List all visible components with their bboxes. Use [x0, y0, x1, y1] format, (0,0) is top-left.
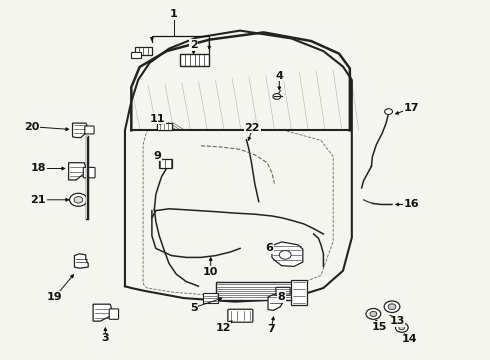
- FancyBboxPatch shape: [276, 287, 290, 295]
- Text: 12: 12: [215, 323, 231, 333]
- FancyBboxPatch shape: [159, 159, 172, 168]
- Circle shape: [385, 109, 392, 114]
- Polygon shape: [74, 254, 88, 268]
- Circle shape: [279, 251, 291, 259]
- Polygon shape: [272, 242, 303, 266]
- FancyBboxPatch shape: [228, 309, 253, 322]
- FancyBboxPatch shape: [216, 282, 292, 300]
- Text: 14: 14: [401, 334, 417, 344]
- FancyBboxPatch shape: [180, 54, 209, 66]
- Circle shape: [395, 323, 408, 332]
- Circle shape: [70, 193, 87, 206]
- Text: 9: 9: [154, 150, 162, 161]
- FancyBboxPatch shape: [203, 293, 218, 303]
- Text: 16: 16: [404, 199, 419, 210]
- Circle shape: [388, 304, 396, 310]
- Polygon shape: [73, 123, 88, 138]
- Text: 2: 2: [190, 40, 197, 50]
- Text: 19: 19: [47, 292, 63, 302]
- Text: 17: 17: [404, 103, 419, 113]
- Circle shape: [273, 94, 281, 99]
- FancyBboxPatch shape: [85, 126, 94, 134]
- Circle shape: [370, 311, 377, 316]
- Text: 4: 4: [275, 71, 283, 81]
- Polygon shape: [268, 294, 283, 310]
- Text: 20: 20: [24, 122, 40, 132]
- Text: 21: 21: [30, 195, 46, 205]
- Text: 10: 10: [203, 267, 219, 277]
- Polygon shape: [93, 304, 112, 321]
- Text: 1: 1: [170, 9, 178, 19]
- Text: 18: 18: [30, 163, 46, 174]
- Text: 8: 8: [278, 292, 286, 302]
- Circle shape: [399, 325, 405, 330]
- Text: 6: 6: [266, 243, 273, 253]
- Text: 13: 13: [389, 316, 405, 326]
- Circle shape: [366, 309, 381, 319]
- FancyBboxPatch shape: [291, 280, 307, 305]
- Text: 3: 3: [101, 333, 109, 343]
- Text: 22: 22: [245, 123, 260, 133]
- Text: 15: 15: [372, 321, 388, 332]
- FancyBboxPatch shape: [135, 47, 152, 55]
- FancyBboxPatch shape: [83, 167, 95, 178]
- Polygon shape: [69, 163, 86, 180]
- FancyBboxPatch shape: [109, 309, 119, 319]
- FancyBboxPatch shape: [131, 52, 141, 58]
- Circle shape: [74, 197, 83, 203]
- Text: 5: 5: [190, 303, 197, 313]
- Circle shape: [384, 301, 400, 312]
- Text: 7: 7: [267, 324, 275, 334]
- Text: 11: 11: [150, 114, 166, 124]
- FancyBboxPatch shape: [157, 123, 172, 130]
